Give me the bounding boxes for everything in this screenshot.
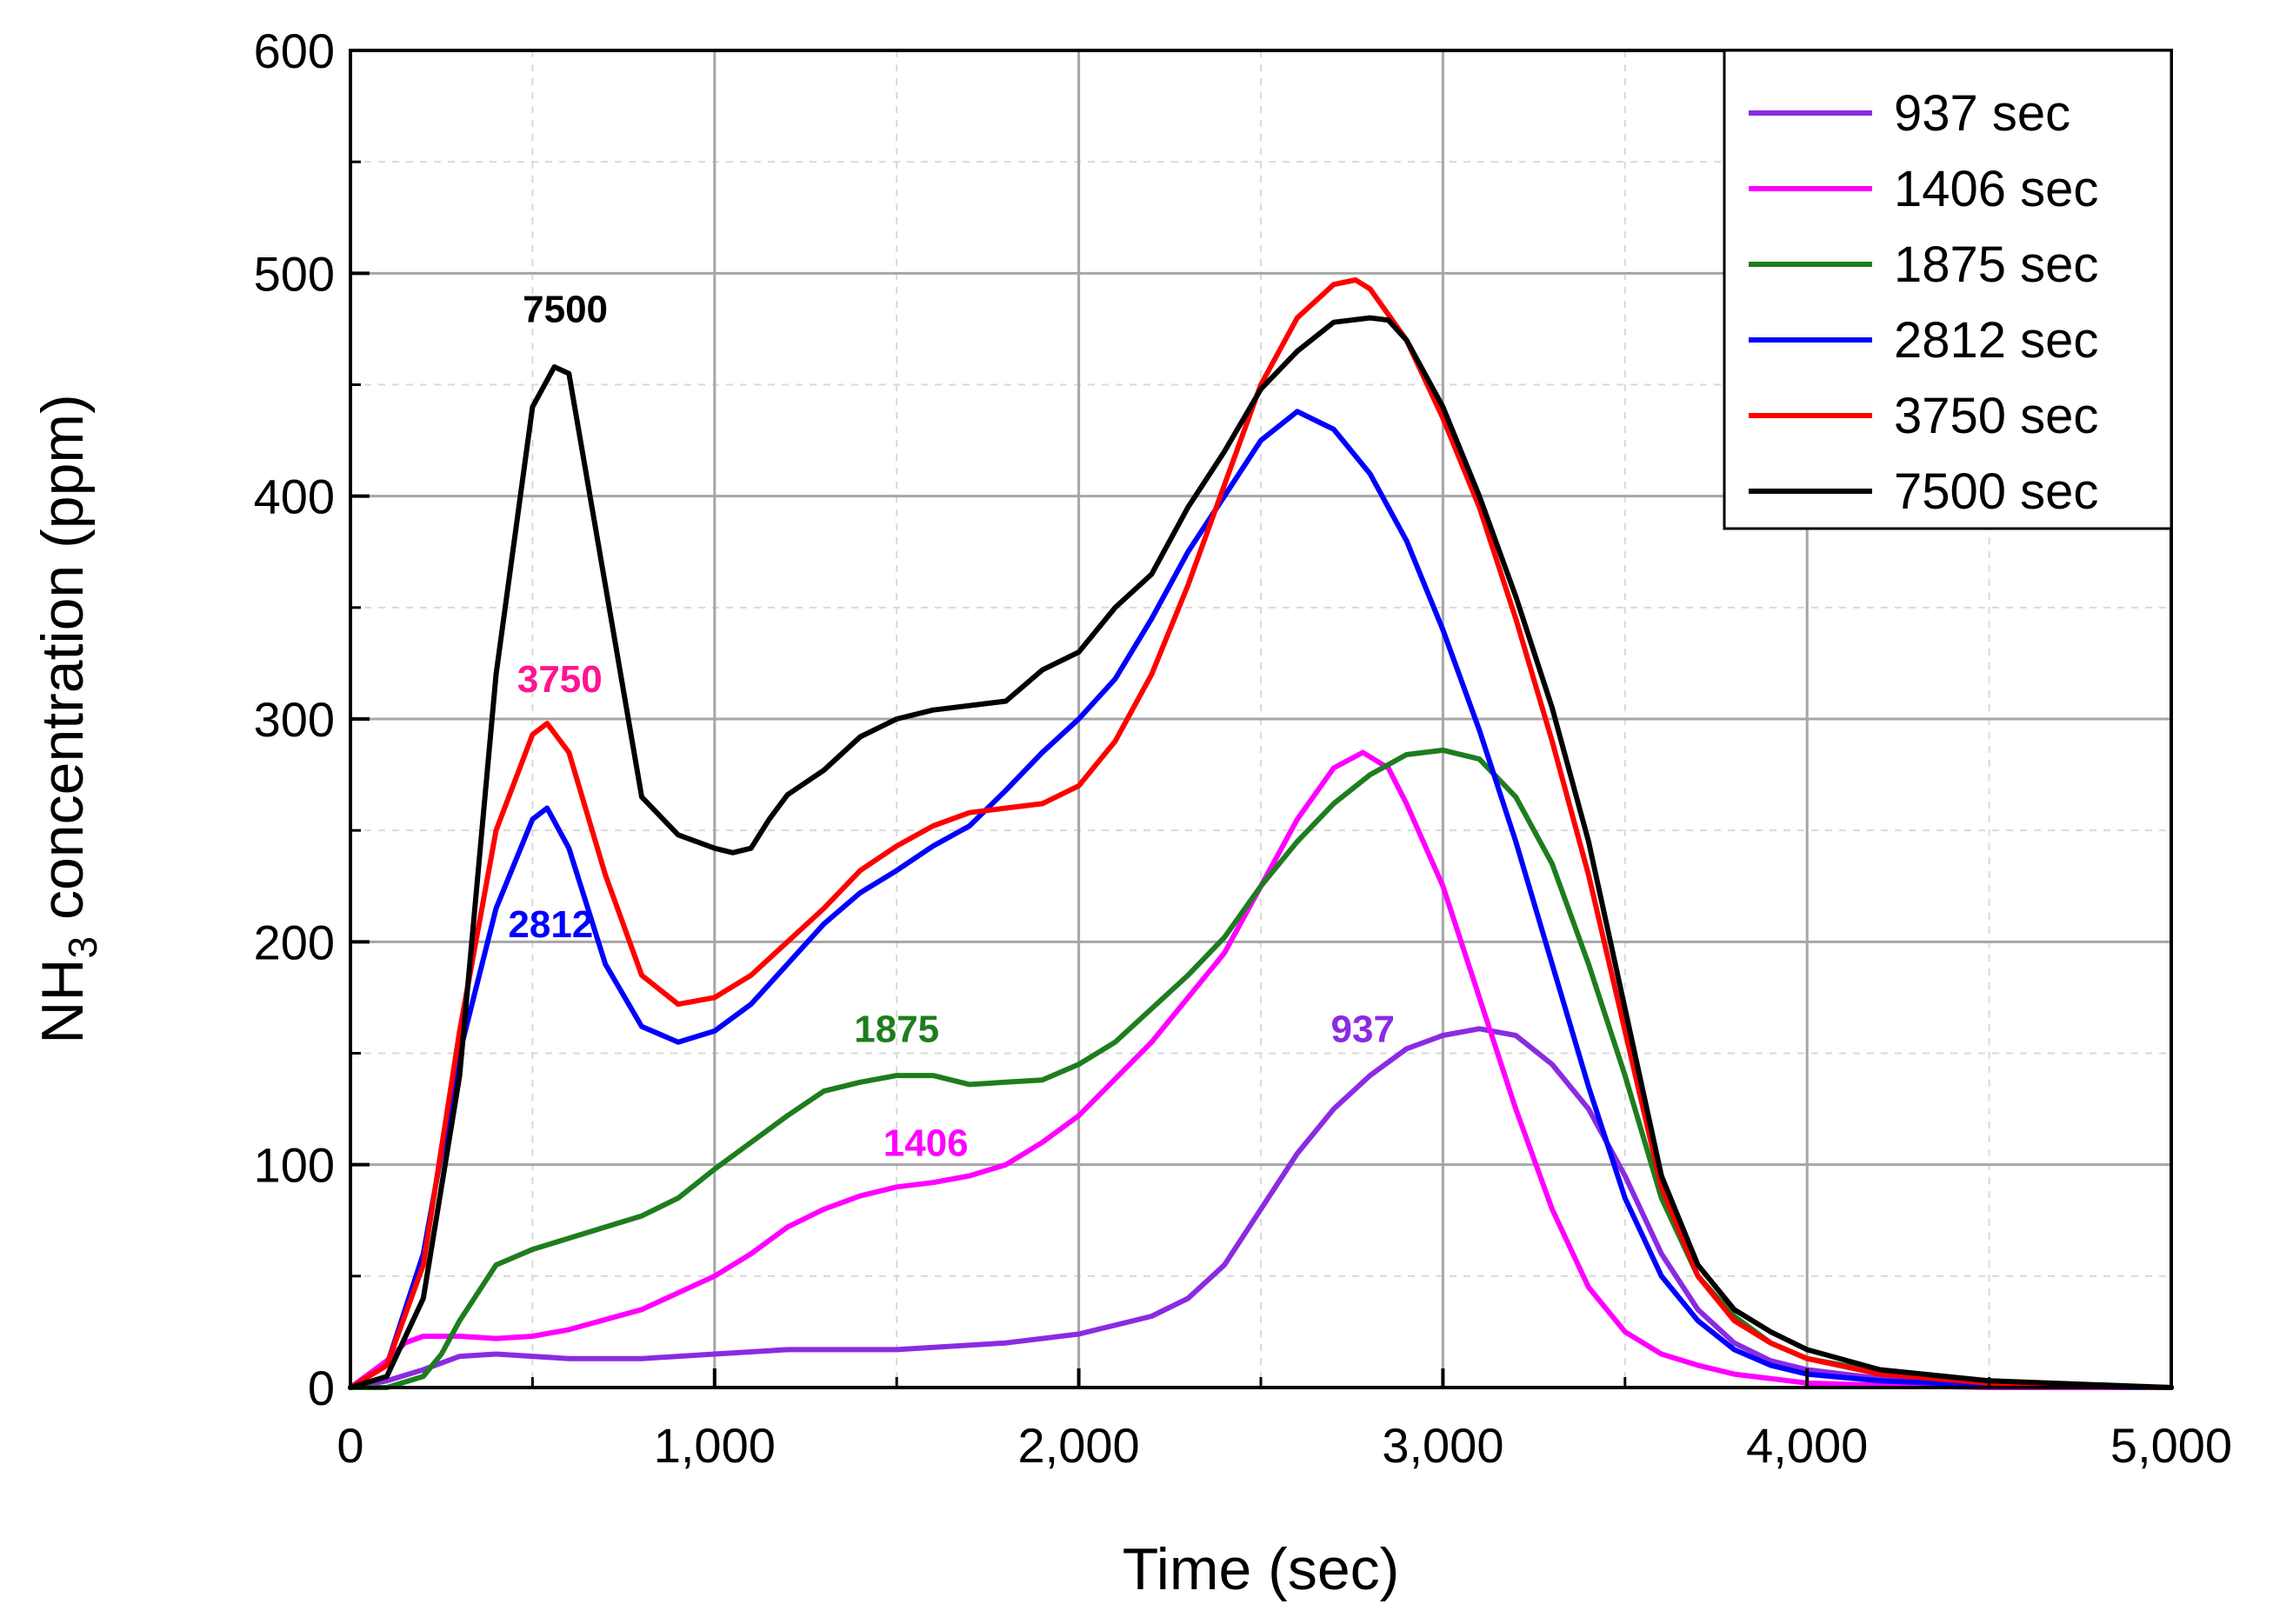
y-tick-label: 200 (254, 915, 335, 969)
y-axis-title: NH3 concentration (ppm) (30, 394, 105, 1043)
legend-label-3750-sec: 3750 sec (1894, 388, 2098, 444)
y-axis-title-rest: concentration (ppm) (30, 394, 96, 936)
y-tick-label: 0 (308, 1361, 335, 1415)
legend-box (1723, 49, 2173, 530)
annotation-1406: 1406 (883, 1121, 969, 1164)
axis-tick-labels: 0 1,000 2,000 3,000 4,000 5,000 0 100 200 300 400 5… (254, 23, 2233, 1473)
series-line-3750-sec (348, 277, 2174, 1390)
y-axis-title-subscript: 3 (60, 936, 105, 959)
legend-label-1406-sec: 1406 sec (1894, 161, 2098, 217)
x-tick-label: 0 (337, 1418, 363, 1473)
y-tick-label: 100 (254, 1138, 335, 1193)
axis-ticks (349, 49, 2173, 1389)
legend: 937 sec 1406 sec 1875 sec 2812 sec 3750 sec 7… (1723, 49, 2173, 530)
y-tick-label: 600 (254, 23, 335, 78)
legend-label-937-sec: 937 sec (1894, 85, 2070, 142)
annotation-3750: 3750 (517, 658, 603, 701)
series-line-7500-sec (348, 315, 2174, 1390)
annotation-2812: 2812 (508, 903, 593, 946)
y-tick-label: 500 (254, 246, 335, 301)
x-tick-label: 2,000 (1018, 1418, 1140, 1473)
curve-annotations: 7500 3750 2812 1875 1406 937 (508, 289, 1395, 1165)
x-tick-label: 4,000 (1746, 1418, 1868, 1473)
x-axis-title: Time (sec) (1123, 1536, 1400, 1602)
annotation-937: 937 (1331, 1008, 1395, 1051)
y-tick-label: 400 (254, 469, 335, 524)
legend-label-1875-sec: 1875 sec (1894, 236, 2098, 293)
series-line-2812-sec (348, 409, 2174, 1390)
legend-label-7500-sec: 7500 sec (1894, 463, 2098, 520)
x-tick-label: 3,000 (1382, 1418, 1503, 1473)
annotation-7500: 7500 (523, 289, 608, 331)
series-lines (348, 277, 2174, 1390)
x-tick-label: 5,000 (2110, 1418, 2232, 1473)
x-tick-label: 1,000 (654, 1418, 776, 1473)
y-tick-label: 300 (254, 692, 335, 747)
legend-label-2812-sec: 2812 sec (1894, 312, 2098, 369)
y-axis-title-main: NH (30, 959, 96, 1044)
series-line-1406-sec (348, 749, 2174, 1390)
annotation-1875: 1875 (854, 1008, 939, 1051)
series-line-937-sec (348, 1026, 2174, 1390)
